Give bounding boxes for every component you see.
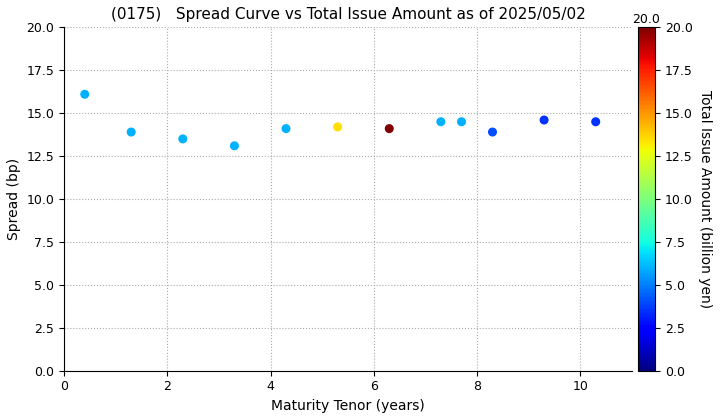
Point xyxy=(456,118,467,125)
Point xyxy=(125,129,137,135)
Point xyxy=(280,125,292,132)
Point xyxy=(79,91,91,97)
Title: (0175)   Spread Curve vs Total Issue Amount as of 2025/05/02: (0175) Spread Curve vs Total Issue Amoun… xyxy=(111,7,585,22)
Point xyxy=(177,136,189,142)
Point xyxy=(435,118,446,125)
Y-axis label: Spread (bp): Spread (bp) xyxy=(7,158,21,240)
Point xyxy=(384,125,395,132)
X-axis label: Maturity Tenor (years): Maturity Tenor (years) xyxy=(271,399,425,413)
Point xyxy=(229,142,240,149)
Point xyxy=(332,123,343,130)
Y-axis label: Total Issue Amount (billion yen): Total Issue Amount (billion yen) xyxy=(698,90,712,308)
Point xyxy=(539,117,550,123)
Point xyxy=(590,118,601,125)
Point xyxy=(487,129,498,135)
Title: 20.0: 20.0 xyxy=(632,13,660,26)
